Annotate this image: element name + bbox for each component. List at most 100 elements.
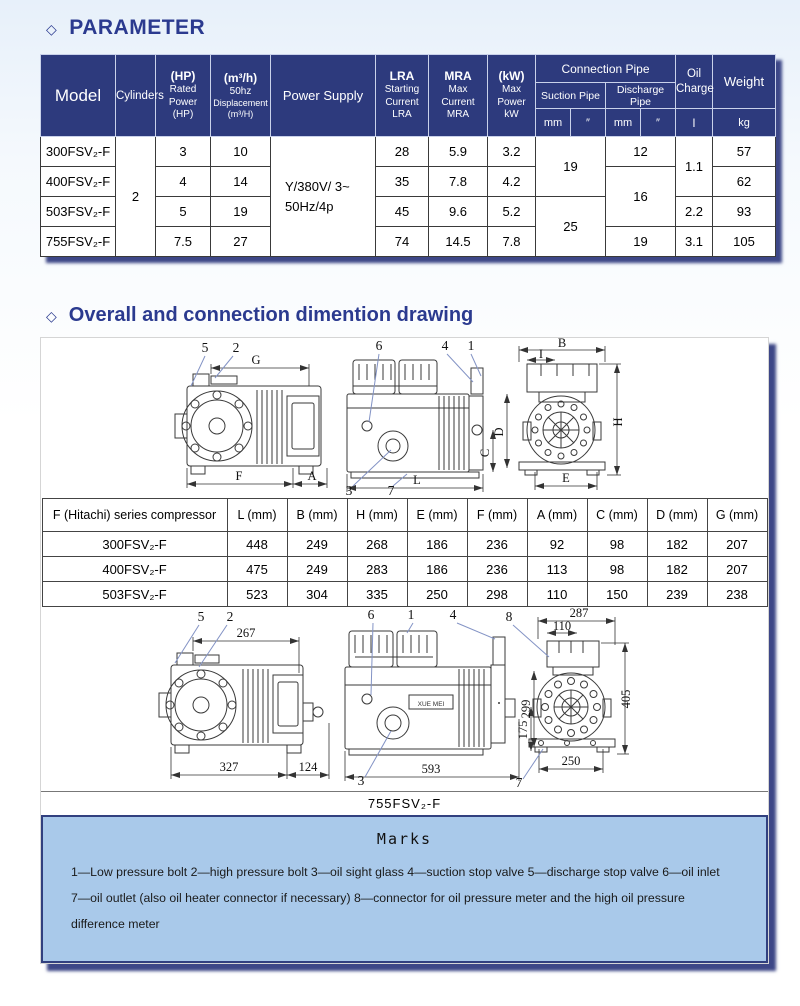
param-header-oil-charge: Oil Charge	[675, 54, 714, 109]
dim-cell: 182	[646, 556, 708, 582]
cell-mra: 9.6	[428, 196, 488, 227]
callout-5: 5	[198, 609, 205, 624]
marks-title: Marks	[376, 830, 433, 848]
dim-cell: 304	[286, 581, 348, 607]
cell-hp: 3	[155, 136, 211, 167]
callout-1: 1	[408, 607, 415, 622]
top-front-annotations: L C 6 4 1 3 7	[346, 338, 496, 498]
dim-E: E	[562, 471, 570, 485]
dim-cell: 335	[346, 581, 408, 607]
dim-B: B	[558, 338, 566, 350]
dim-cell: 186	[406, 531, 468, 557]
diamond-icon: ◇	[46, 20, 58, 37]
dim-267: 267	[237, 626, 256, 640]
cell-oil: 2.2	[675, 196, 713, 227]
bottom-rear-annotations: 287 110 299 405 250 8 7	[506, 607, 633, 790]
top-rear-annotations: B I H D E	[492, 338, 625, 490]
dim-cell-model: 503FSV₂-F	[41, 581, 228, 607]
dim-I: I	[539, 347, 543, 361]
cell-kw: 4.2	[487, 166, 536, 197]
callout-3: 3	[346, 483, 353, 498]
cell-oil: 3.1	[675, 226, 713, 257]
dim-header-col: C (mm)	[586, 498, 648, 532]
top-side-annotations: G F A 5 2	[186, 340, 328, 488]
cell-kw: 5.2	[487, 196, 536, 227]
callout-6: 6	[376, 338, 383, 353]
param-header-discharge-inch: ″	[640, 108, 676, 137]
callout-6: 6	[368, 607, 375, 622]
cell-lra: 28	[375, 136, 429, 167]
dim-header-col: B (mm)	[286, 498, 348, 532]
cell-discharge: 12	[605, 136, 676, 167]
param-header-discharge-pipe: Discharge Pipe	[605, 82, 676, 109]
cell-model: 755FSV₂-F	[40, 226, 116, 257]
cell-hp: 5	[155, 196, 211, 227]
header-line: (HP)	[170, 69, 196, 84]
top-side-view-linework	[174, 373, 322, 475]
header-line: kW	[504, 109, 519, 121]
cell-mra: 14.5	[428, 226, 488, 257]
header-line: Power	[168, 96, 198, 108]
marks-line-2: 7—oil outlet (also oil heater connector …	[71, 890, 685, 931]
header-line: 50hz	[229, 85, 252, 97]
param-header-kw: (kW) Max Power kW	[487, 54, 536, 137]
dim-G: G	[251, 353, 260, 367]
dim-header-col: E (mm)	[406, 498, 468, 532]
dim-H: H	[611, 417, 625, 426]
dim-cell: 298	[466, 581, 528, 607]
header-line: Starting	[384, 84, 420, 96]
param-header-hp: (HP) Rated Power (HP)	[155, 54, 211, 137]
bottom-drawing: 267 327 124 5 2	[158, 607, 633, 790]
dim-405: 405	[619, 690, 633, 709]
dim-cell-model: 400FSV₂-F	[41, 556, 228, 582]
cell-disp: 19	[210, 196, 271, 227]
dim-cell: 207	[706, 556, 768, 582]
callout-4: 4	[442, 338, 449, 353]
header-line: Oil	[686, 68, 702, 81]
header-line: MRA	[446, 109, 470, 121]
parameter-heading-label: PARAMETER	[69, 16, 206, 39]
header-line: LRA	[389, 69, 415, 84]
dim-header-series: F (Hitachi) series compressor	[41, 498, 228, 532]
param-header-weight-unit: kg	[712, 108, 776, 137]
header-line: Current	[441, 96, 475, 108]
callout-4: 4	[450, 607, 457, 622]
cell-kw: 3.2	[487, 136, 536, 167]
header-line: Displacement	[213, 98, 268, 108]
param-header-weight: Weight	[712, 54, 776, 109]
callout-2: 2	[227, 609, 234, 624]
param-header-cylinders: Cylinders	[115, 54, 164, 137]
cell-suction: 19	[535, 136, 606, 197]
cell-model: 300FSV₂-F	[40, 136, 116, 167]
dim-cell-model: 300FSV₂-F	[41, 531, 228, 557]
cell-model: 503FSV₂-F	[40, 196, 116, 227]
dim-F: F	[236, 469, 243, 483]
bottom-drawing-caption: 755FSV₂-F	[41, 791, 768, 815]
drawing-heading-label: Overall and connection dimention drawing	[68, 304, 474, 326]
cell-model: 400FSV₂-F	[40, 166, 116, 197]
cell-weight: 105	[712, 226, 776, 257]
dim-cell: 236	[466, 556, 528, 582]
param-header-power-supply: Power Supply	[270, 54, 376, 137]
cell-discharge: 19	[605, 226, 676, 257]
dimension-table: F (Hitachi) series compressor L (mm) B (…	[41, 498, 768, 607]
dim-cell: 283	[346, 556, 408, 582]
top-rear-view-linework	[518, 363, 606, 476]
bottom-front-annotations: XUE MEI 593 175 6 1 4 3	[344, 607, 534, 788]
dim-593: 593	[422, 762, 441, 776]
dim-cell: 236	[466, 531, 528, 557]
header-line: (HP)	[172, 109, 194, 121]
cell-lra: 45	[375, 196, 429, 227]
cell-kw: 7.8	[487, 226, 536, 257]
bottom-side-annotations: 267 327 124 5 2	[170, 609, 330, 779]
parameter-heading: ◇ PARAMETER	[46, 16, 800, 40]
bottom-front-view-linework	[344, 630, 516, 756]
dim-299: 299	[519, 700, 533, 719]
dim-header-col: A (mm)	[526, 498, 588, 532]
marks-box: Marks 1—Low pressure bolt 2—high pressur…	[41, 815, 768, 963]
dim-header-col: L (mm)	[226, 498, 288, 532]
cell-oil: 1.1	[675, 136, 713, 197]
table-row: 503FSV₂-F 523 304 335 250 298 110 150 23…	[41, 581, 768, 607]
callout-8: 8	[506, 609, 513, 624]
cell-discharge: 16	[605, 166, 676, 227]
